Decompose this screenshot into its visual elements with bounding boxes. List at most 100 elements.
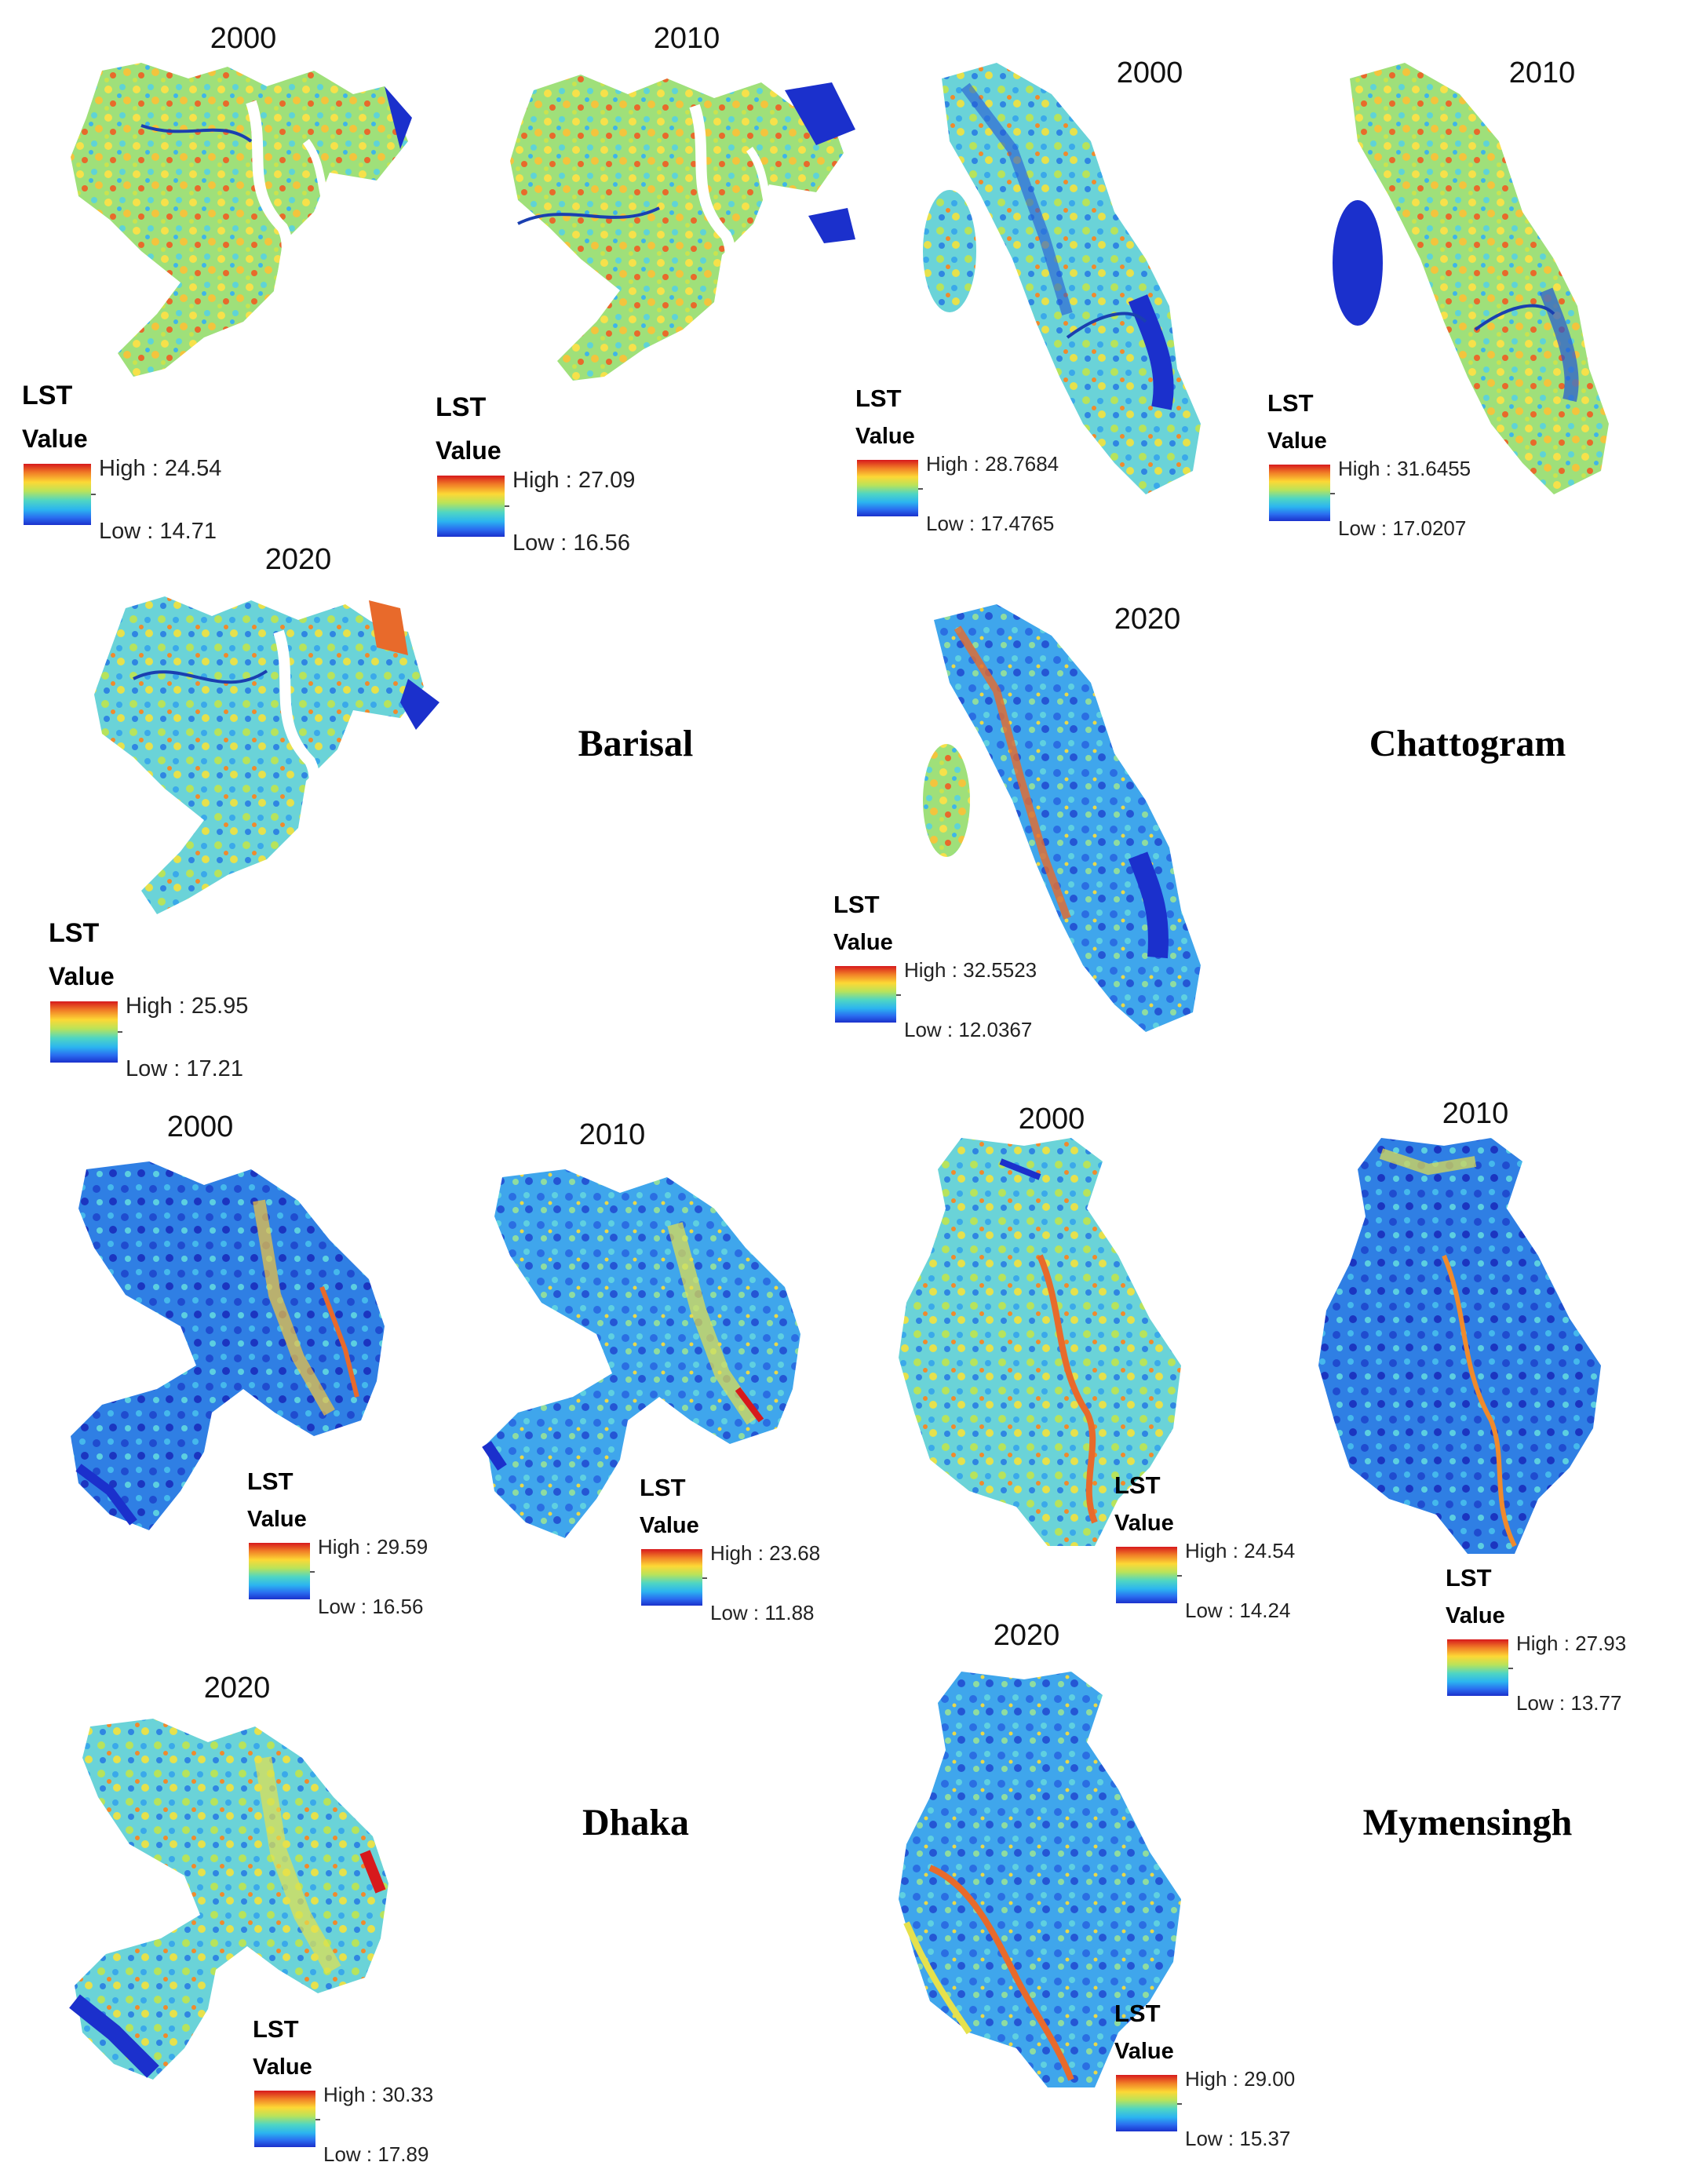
ramp-tick	[918, 488, 923, 490]
ramp-tick	[310, 1571, 315, 1573]
map-mymensingh-2020	[899, 1672, 1181, 2087]
ramp-tick	[91, 494, 96, 495]
legend-title: LST	[247, 1468, 294, 1495]
legend-title: LST	[436, 392, 487, 422]
color-ramp	[254, 2091, 315, 2147]
legend-low: Low : 17.4765	[926, 512, 1055, 535]
legend-low: Low : 17.0207	[1338, 516, 1467, 540]
map-barisal-2000	[71, 63, 412, 377]
legend: LST Value High : 27.09 Low : 16.56	[436, 392, 718, 556]
legend-subtitle: Value	[253, 2055, 312, 2080]
legend: LST Value High : 31.6455 Low : 17.0207	[1267, 389, 1550, 546]
color-ramp	[1116, 1547, 1177, 1603]
legend-high: High : 30.33	[323, 2083, 434, 2106]
color-ramp	[835, 966, 896, 1023]
legend-subtitle: Value	[1114, 2039, 1174, 2064]
color-ramp	[857, 460, 918, 516]
map-barisal-2020	[94, 596, 439, 914]
year-label: 2010	[578, 1118, 646, 1151]
color-ramp	[1447, 1639, 1508, 1696]
color-ramp	[249, 1543, 310, 1599]
year-label: 2010	[1442, 1097, 1509, 1130]
legend-title: LST	[1446, 1564, 1492, 1592]
legend-subtitle: Value	[855, 424, 915, 449]
year-label: 2010	[653, 22, 720, 55]
map-mymensingh-2010	[1318, 1138, 1601, 1554]
ramp-tick	[702, 1577, 707, 1579]
legend-title: LST	[833, 891, 880, 918]
legend-low: Low : 16.56	[512, 531, 630, 556]
year-label: 2000	[1018, 1103, 1085, 1136]
ramp-tick	[1177, 1575, 1182, 1577]
legend: LST Value High : 30.33 Low : 17.89	[253, 2015, 535, 2172]
ramp-tick	[505, 505, 509, 507]
color-ramp	[1116, 2075, 1177, 2131]
legend-high: High : 24.54	[1185, 1539, 1296, 1562]
year-label: 2000	[210, 22, 277, 55]
year-label: 2020	[1114, 603, 1181, 636]
legend: LST Value High : 24.54 Low : 14.24	[1114, 1471, 1397, 1628]
map-dhaka-2020	[69, 1719, 388, 2080]
legend-subtitle: Value	[436, 436, 501, 465]
year-label: 2020	[993, 1619, 1060, 1652]
map-barisal-2010	[510, 75, 855, 381]
color-ramp	[437, 476, 505, 537]
map-mymensingh-2000	[899, 1138, 1181, 1546]
legend-title: LST	[1114, 2000, 1161, 2027]
year-label: 2020	[203, 1672, 271, 1705]
legend-subtitle: Value	[640, 1513, 699, 1538]
legend-low: Low : 17.89	[323, 2142, 429, 2166]
color-ramp	[1269, 465, 1330, 521]
color-ramp	[24, 464, 91, 525]
legend-high: High : 27.09	[512, 468, 636, 493]
legend: LST Value High : 32.5523 Low : 12.0367	[833, 891, 1116, 1048]
legend-low: Low : 12.0367	[904, 1018, 1033, 1041]
map-chattogram-2010	[1333, 63, 1609, 494]
region-label-chattogram: Chattogram	[1369, 723, 1566, 764]
region-label-barisal: Barisal	[578, 723, 694, 764]
legend-low: Low : 16.56	[318, 1595, 424, 1618]
legend-high: High : 27.93	[1516, 1632, 1627, 1655]
legend-high: High : 31.6455	[1338, 457, 1471, 480]
legend-high: High : 29.00	[1185, 2067, 1296, 2091]
legend: LST Value High : 28.7684 Low : 17.4765	[855, 385, 1138, 541]
legend-subtitle: Value	[1114, 1511, 1174, 1536]
legend: LST Value High : 24.54 Low : 14.71	[22, 381, 304, 544]
legend-title: LST	[49, 918, 100, 948]
legend-subtitle: Value	[22, 425, 88, 453]
legend-high: High : 32.5523	[904, 958, 1037, 982]
ramp-tick	[315, 2119, 320, 2120]
year-label: 2020	[264, 543, 332, 576]
legend: LST Value High : 23.68 Low : 11.88	[640, 1474, 922, 1631]
legend-low: Low : 13.77	[1516, 1691, 1622, 1715]
legend-subtitle: Value	[833, 930, 893, 955]
legend: LST Value High : 25.95 Low : 17.21	[49, 918, 331, 1081]
color-ramp	[50, 1001, 118, 1063]
legend-high: High : 25.95	[126, 994, 249, 1019]
legend-subtitle: Value	[1446, 1603, 1505, 1628]
ramp-tick	[118, 1031, 122, 1033]
year-label: 2010	[1508, 57, 1576, 89]
legend-low: Low : 17.21	[126, 1056, 243, 1081]
legend-low: Low : 15.37	[1185, 2127, 1291, 2150]
legend-title: LST	[22, 381, 73, 410]
year-label: 2000	[166, 1110, 234, 1143]
legend-subtitle: Value	[1267, 428, 1327, 454]
legend: LST Value High : 29.59 Low : 16.56	[247, 1468, 530, 1624]
map-dhaka-2010	[482, 1169, 800, 1538]
legend: LST Value High : 27.93 Low : 13.77	[1446, 1564, 1681, 1721]
legend-title: LST	[253, 2015, 299, 2043]
ramp-tick	[1508, 1668, 1513, 1669]
year-label: 2000	[1116, 57, 1183, 89]
region-label-dhaka: Dhaka	[582, 1802, 690, 1843]
legend-title: LST	[1267, 389, 1314, 417]
legend-high: High : 24.54	[99, 456, 222, 481]
legend-subtitle: Value	[49, 962, 115, 990]
legend-high: High : 29.59	[318, 1535, 428, 1559]
ramp-tick	[896, 994, 901, 996]
legend-title: LST	[855, 385, 902, 412]
legend: LST Value High : 29.00 Low : 15.37	[1114, 2000, 1397, 2157]
map-dhaka-2000	[71, 1161, 385, 1530]
legend-low: Low : 14.24	[1185, 1599, 1291, 1622]
ramp-tick	[1330, 493, 1335, 494]
